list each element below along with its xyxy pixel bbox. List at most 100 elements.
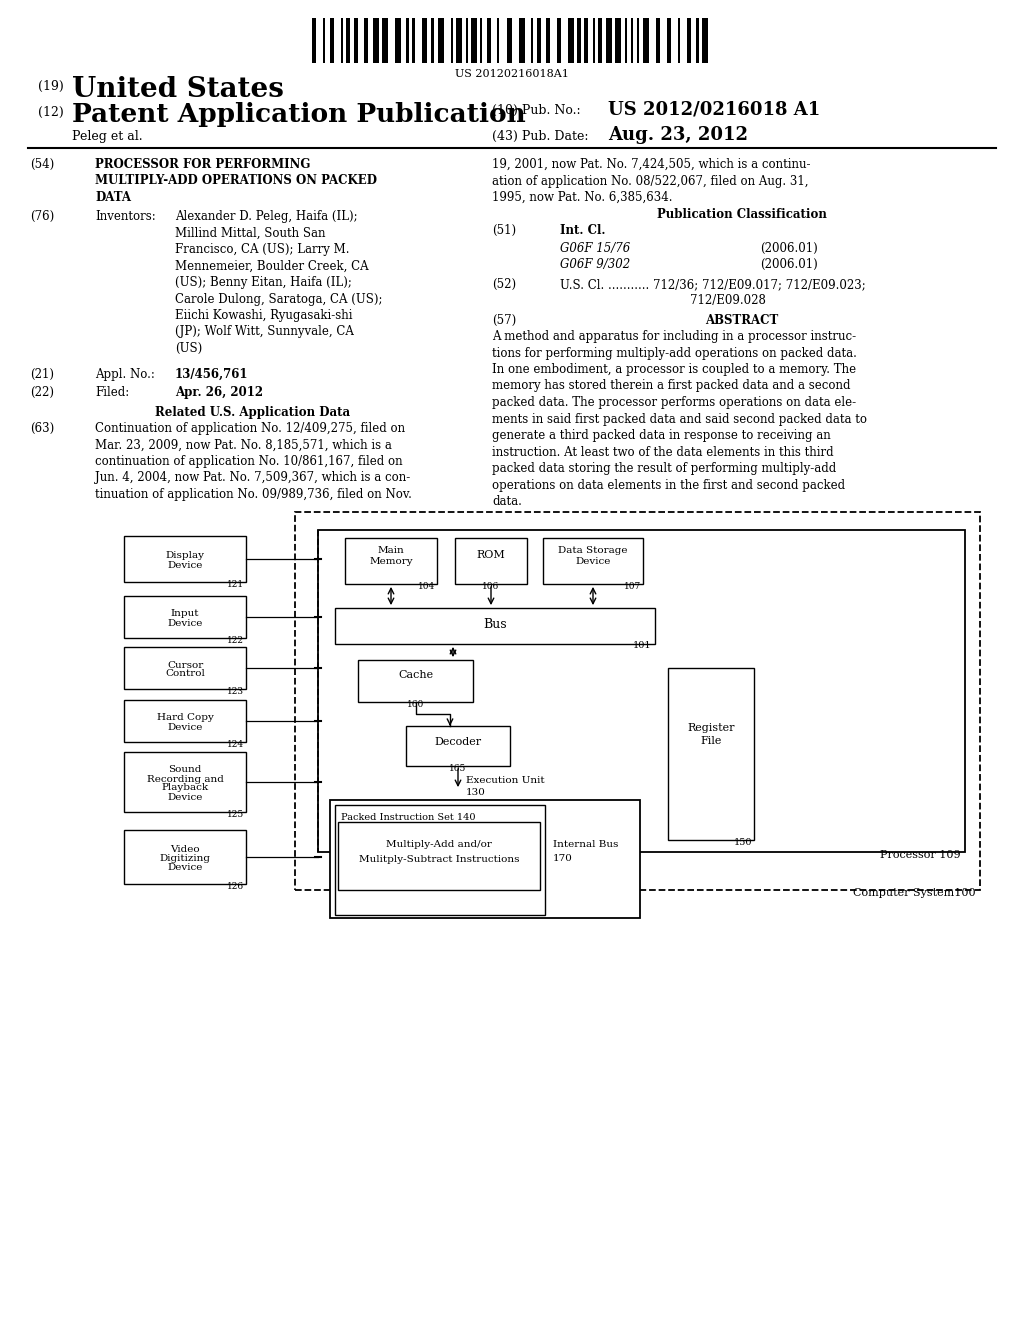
- Text: Packed Instruction Set 140: Packed Instruction Set 140: [341, 813, 475, 822]
- Text: Hard Copy: Hard Copy: [157, 714, 213, 722]
- Bar: [318, 531, 965, 851]
- Bar: [124, 536, 246, 582]
- Text: 13/456,761: 13/456,761: [175, 368, 249, 381]
- Bar: [530, 18, 534, 63]
- Text: Control: Control: [165, 669, 205, 678]
- Bar: [124, 830, 246, 884]
- Bar: [331, 18, 334, 63]
- Bar: [438, 18, 444, 63]
- Text: 150: 150: [733, 838, 752, 847]
- Bar: [507, 18, 512, 63]
- Bar: [407, 18, 409, 63]
- Text: Video: Video: [170, 845, 200, 854]
- Bar: [687, 18, 691, 63]
- Bar: [382, 18, 388, 63]
- Text: ABSTRACT: ABSTRACT: [706, 314, 778, 327]
- Text: Inventors:: Inventors:: [95, 210, 156, 223]
- Text: (2006.01): (2006.01): [760, 242, 818, 255]
- Text: PROCESSOR FOR PERFORMING
MULTIPLY-ADD OPERATIONS ON PACKED
DATA: PROCESSOR FOR PERFORMING MULTIPLY-ADD OP…: [95, 158, 377, 205]
- Bar: [335, 805, 545, 915]
- Text: 101: 101: [633, 642, 651, 649]
- Bar: [312, 18, 316, 63]
- Text: Device: Device: [167, 722, 203, 731]
- Text: (19): (19): [38, 81, 63, 92]
- Text: Multiply-Add and/or: Multiply-Add and/or: [386, 840, 492, 849]
- Bar: [341, 18, 343, 63]
- Text: Continuation of application No. 12/409,275, filed on
Mar. 23, 2009, now Pat. No.: Continuation of application No. 12/409,2…: [95, 422, 412, 502]
- Text: G06F 15/76: G06F 15/76: [560, 242, 630, 255]
- Text: Related U.S. Application Data: Related U.S. Application Data: [156, 407, 350, 418]
- Text: Filed:: Filed:: [95, 385, 129, 399]
- Text: Device: Device: [167, 863, 203, 873]
- Text: Data Storage
Device: Data Storage Device: [558, 546, 628, 566]
- Bar: [466, 18, 468, 63]
- Bar: [124, 700, 246, 742]
- Text: 106: 106: [482, 582, 500, 591]
- Bar: [668, 668, 754, 840]
- Text: (2006.01): (2006.01): [760, 257, 818, 271]
- Bar: [577, 18, 581, 63]
- Text: 712/E09.028: 712/E09.028: [690, 294, 766, 308]
- Text: Device: Device: [167, 561, 203, 569]
- Text: 19, 2001, now Pat. No. 7,424,505, which is a continu-
ation of application No. 0: 19, 2001, now Pat. No. 7,424,505, which …: [492, 158, 811, 205]
- Bar: [606, 18, 611, 63]
- Bar: [487, 18, 492, 63]
- Text: (12): (12): [38, 106, 63, 119]
- Text: US 20120216018A1: US 20120216018A1: [455, 69, 569, 79]
- Text: Publication Classification: Publication Classification: [657, 209, 827, 220]
- Bar: [584, 18, 588, 63]
- Text: (43) Pub. Date:: (43) Pub. Date:: [492, 129, 589, 143]
- Text: Patent Application Publication: Patent Application Publication: [72, 102, 525, 127]
- Bar: [335, 609, 655, 644]
- Bar: [702, 18, 708, 63]
- Text: Int. Cl.: Int. Cl.: [560, 224, 605, 238]
- Text: Device: Device: [167, 792, 203, 801]
- Text: Mulitply-Subtract Instructions: Mulitply-Subtract Instructions: [358, 855, 519, 865]
- Text: Computer System100: Computer System100: [853, 888, 976, 898]
- Text: (63): (63): [30, 422, 54, 436]
- Text: G06F 9/302: G06F 9/302: [560, 257, 630, 271]
- Text: Playback: Playback: [162, 784, 209, 792]
- Bar: [643, 18, 649, 63]
- Bar: [345, 539, 437, 583]
- Text: Peleg et al.: Peleg et al.: [72, 129, 142, 143]
- Text: ROM: ROM: [476, 550, 506, 560]
- Text: Register
File: Register File: [687, 723, 735, 746]
- Text: Internal Bus: Internal Bus: [553, 840, 618, 849]
- Bar: [632, 18, 633, 63]
- Bar: [538, 18, 542, 63]
- Bar: [124, 752, 246, 812]
- Text: Processor 109: Processor 109: [881, 850, 961, 861]
- Text: Device: Device: [167, 619, 203, 627]
- Text: 170: 170: [553, 854, 572, 863]
- Bar: [546, 18, 550, 63]
- Bar: [614, 18, 621, 63]
- Text: 123: 123: [227, 686, 244, 696]
- Text: 122: 122: [227, 636, 244, 645]
- Bar: [124, 597, 246, 638]
- Text: 126: 126: [227, 882, 244, 891]
- Bar: [678, 18, 680, 63]
- Bar: [374, 18, 379, 63]
- Text: Cursor: Cursor: [167, 660, 203, 669]
- Bar: [358, 660, 473, 702]
- Text: (51): (51): [492, 224, 516, 238]
- Text: Apr. 26, 2012: Apr. 26, 2012: [175, 385, 263, 399]
- Bar: [412, 18, 415, 63]
- Bar: [124, 647, 246, 689]
- Text: Decoder: Decoder: [434, 737, 481, 747]
- Text: Bus: Bus: [483, 618, 507, 631]
- Text: U.S. Cl. ........... 712/36; 712/E09.017; 712/E09.023;: U.S. Cl. ........... 712/36; 712/E09.017…: [560, 279, 865, 290]
- Bar: [354, 18, 358, 63]
- Bar: [696, 18, 699, 63]
- Text: (54): (54): [30, 158, 54, 172]
- Text: Main
Memory: Main Memory: [370, 546, 413, 566]
- Text: Appl. No.:: Appl. No.:: [95, 368, 155, 381]
- Bar: [338, 822, 540, 890]
- Bar: [324, 18, 325, 63]
- Text: US 2012/0216018 A1: US 2012/0216018 A1: [608, 100, 820, 117]
- Bar: [406, 726, 510, 766]
- Text: Cache: Cache: [398, 671, 433, 680]
- Text: Digitizing: Digitizing: [160, 854, 211, 863]
- Text: 107: 107: [624, 582, 641, 591]
